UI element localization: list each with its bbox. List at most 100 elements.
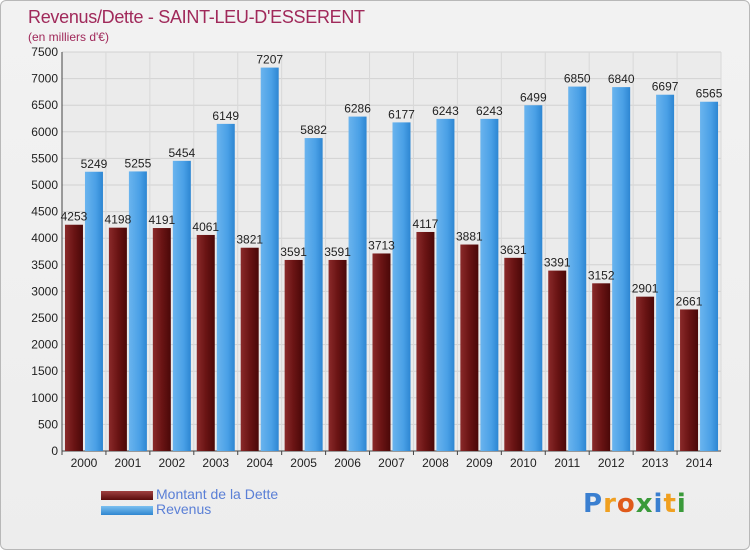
data-label-revenue-2013: 6697 (652, 80, 679, 94)
data-label-revenue-2008: 6243 (432, 104, 459, 118)
data-label-revenue-2005: 5882 (300, 123, 327, 137)
data-label-debt-2008: 4117 (413, 217, 439, 231)
bar-revenue-2001 (128, 171, 147, 451)
x-tick-label: 2012 (598, 456, 625, 470)
data-label-debt-2004: 3821 (236, 233, 263, 247)
data-label-debt-2007: 3713 (368, 238, 395, 252)
bar-debt-2011 (548, 270, 567, 451)
bar-debt-2012 (592, 283, 611, 451)
data-label-revenue-2002: 5454 (168, 146, 195, 160)
data-label-debt-2012: 3152 (588, 268, 615, 282)
x-tick-label: 2007 (378, 456, 405, 470)
x-tick-label: 2001 (115, 456, 142, 470)
bar-debt-2007 (372, 253, 391, 451)
plot-area (62, 52, 721, 451)
bar-debt-2002 (152, 228, 171, 451)
bar-debt-2009 (460, 244, 479, 451)
data-label-revenue-2006: 6286 (344, 102, 371, 116)
bars (64, 67, 719, 452)
bar-revenue-2014 (700, 101, 719, 451)
x-tick-label: 2014 (686, 456, 713, 470)
bar-chart: 0 500 1000 1500 2000 2500 3000 3500 4000 4500 5000… (31, 45, 723, 470)
data-label-revenue-2011: 6850 (564, 72, 591, 86)
bar-debt-2014 (680, 309, 699, 451)
data-label-debt-2005: 3591 (280, 245, 307, 259)
bar-revenue-2005 (304, 138, 323, 451)
data-label-debt-2006: 3591 (324, 245, 351, 259)
y-tick-label: 7500 (31, 45, 58, 59)
y-tick-label: 3000 (31, 284, 58, 298)
bar-revenue-2011 (568, 86, 587, 451)
x-tick-label: 2008 (422, 456, 449, 470)
bar-revenue-2003 (216, 123, 235, 451)
x-tick-label: 2002 (158, 456, 185, 470)
bar-revenue-2007 (392, 122, 411, 451)
bar-revenue-2009 (480, 118, 499, 451)
data-label-debt-2011: 3391 (544, 256, 571, 270)
chart-title: Revenus/Dette - SAINT-LEU-D'ESSERENT (28, 7, 365, 27)
bar-revenue-2000 (84, 171, 103, 451)
data-label-revenue-2010: 6499 (520, 90, 547, 104)
y-tick-label: 500 (38, 417, 58, 431)
y-tick-label: 5500 (31, 151, 58, 165)
y-tick-label: 5000 (31, 178, 58, 192)
bar-revenue-2012 (612, 87, 631, 451)
y-tick-label: 2500 (31, 311, 58, 325)
chart-subtitle: (en milliers d'€) (28, 30, 109, 44)
x-tick-label: 2009 (466, 456, 493, 470)
data-label-debt-2000: 4253 (61, 210, 88, 224)
data-label-debt-2014: 2661 (676, 294, 703, 308)
legend-swatch-debt (101, 491, 153, 500)
legend-label-debt: Montant de la Dette (156, 486, 279, 502)
data-label-debt-2010: 3631 (500, 243, 527, 257)
y-tick-label: 4500 (31, 205, 58, 219)
data-label-revenue-2007: 6177 (388, 107, 415, 121)
data-label-revenue-2000: 5249 (81, 157, 108, 171)
x-tick-label: 2013 (642, 456, 669, 470)
data-label-debt-2009: 3881 (456, 230, 483, 244)
data-label-revenue-2012: 6840 (608, 72, 635, 86)
bar-revenue-2010 (524, 105, 543, 451)
bar-revenue-2002 (172, 160, 191, 451)
bar-debt-2004 (240, 247, 259, 451)
y-tick-label: 3500 (31, 258, 58, 272)
legend-swatch-revenue (101, 506, 153, 515)
data-label-debt-2001: 4198 (105, 213, 132, 227)
bar-debt-2008 (416, 231, 435, 451)
x-tick-label: 2006 (334, 456, 361, 470)
x-tick-label: 2010 (510, 456, 537, 470)
y-tick-label: 4000 (31, 231, 58, 245)
data-label-revenue-2003: 6149 (212, 109, 239, 123)
bar-revenue-2004 (260, 67, 279, 452)
data-label-revenue-2014: 6565 (696, 87, 723, 101)
y-tick-label: 0 (51, 444, 58, 458)
data-label-debt-2003: 4061 (192, 220, 219, 234)
x-tick-label: 2011 (554, 456, 580, 470)
bar-debt-2003 (196, 234, 215, 451)
y-tick-label: 2000 (31, 338, 58, 352)
legend-label-revenue: Revenus (156, 501, 212, 517)
bar-revenue-2008 (436, 118, 455, 451)
y-tick-label: 1500 (31, 364, 58, 378)
bar-debt-2000 (64, 224, 83, 451)
proxiti-logo: Proxiti (583, 489, 687, 519)
bar-debt-2013 (636, 296, 655, 451)
bar-debt-2006 (328, 259, 347, 451)
bar-debt-2010 (504, 257, 523, 451)
data-label-debt-2013: 2901 (632, 282, 659, 296)
data-label-revenue-2004: 7207 (256, 53, 283, 67)
x-tick-label: 2004 (246, 456, 273, 470)
x-tick-label: 2003 (202, 456, 229, 470)
data-label-revenue-2009: 6243 (476, 104, 503, 118)
bar-revenue-2006 (348, 116, 367, 451)
data-label-revenue-2001: 5255 (125, 156, 152, 170)
y-tick-label: 1000 (31, 391, 58, 405)
bar-revenue-2013 (656, 94, 675, 451)
bar-debt-2001 (108, 227, 127, 451)
bar-debt-2005 (284, 259, 303, 451)
y-tick-label: 6000 (31, 125, 58, 139)
data-labels: 4253 5249 4198 5255 4191 5454 4061 6149 3821 7207… (61, 53, 723, 309)
data-label-debt-2002: 4191 (148, 213, 175, 227)
x-tick-label: 2000 (71, 456, 98, 470)
